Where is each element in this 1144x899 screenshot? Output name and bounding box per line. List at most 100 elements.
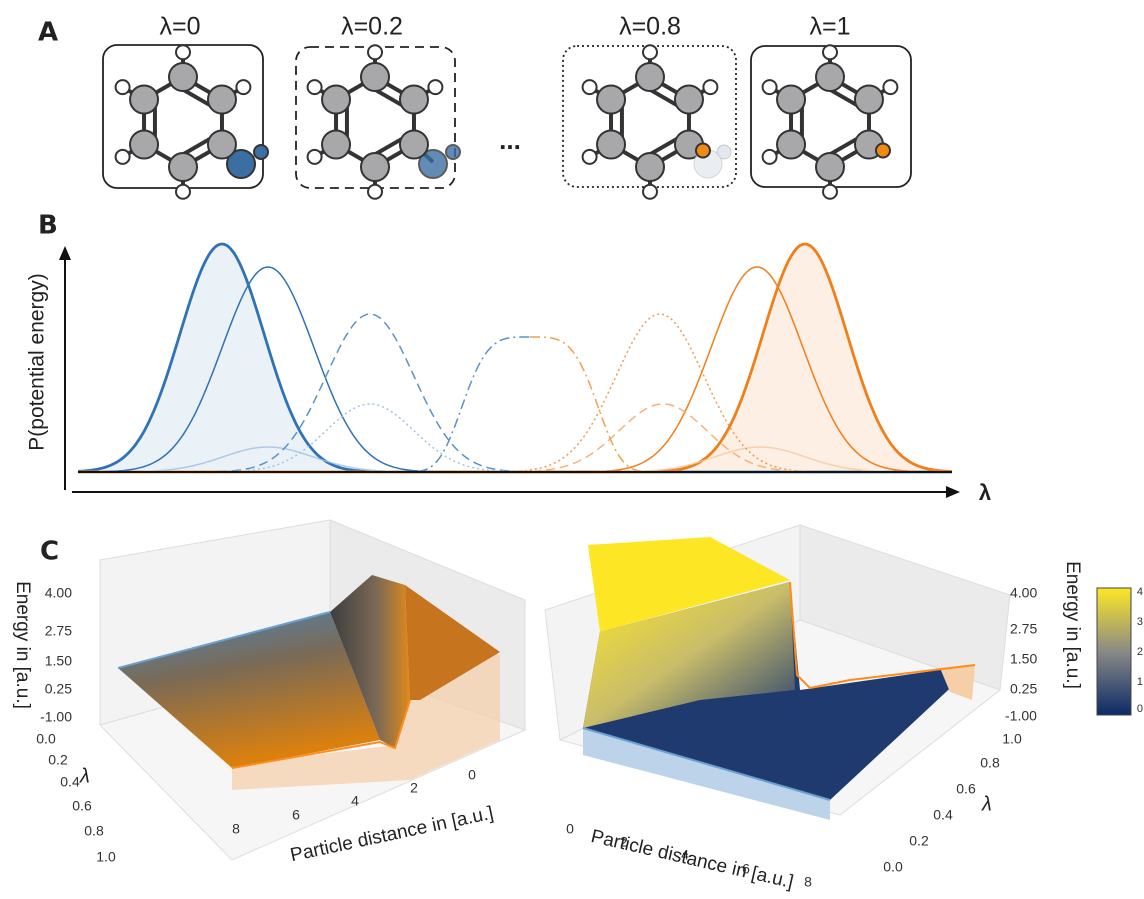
carbon xyxy=(636,63,664,91)
atom xyxy=(696,144,710,158)
carbon xyxy=(400,86,428,114)
carbon xyxy=(361,153,389,181)
arrow-head xyxy=(59,246,71,260)
right-plot xyxy=(545,525,1010,820)
x-tick-label: 8 xyxy=(232,821,240,837)
hydrogen xyxy=(116,80,130,94)
carbon xyxy=(855,86,883,114)
carbon xyxy=(130,131,158,159)
y-tick-label: 0.2 xyxy=(909,833,929,849)
y-tick-label: 0.4 xyxy=(933,807,953,823)
figure: A λ=0 λ=0.2 λ=0.8 λ=1 ... B λ P(potentia… xyxy=(0,0,1144,899)
y-axis-label: λ xyxy=(981,793,992,815)
carbon xyxy=(322,86,350,114)
y-tick-label: 0.2 xyxy=(48,752,68,768)
x-tick-label: 8 xyxy=(804,874,812,890)
z-tick-label: 0.25 xyxy=(45,681,72,697)
hydrogen xyxy=(763,80,777,94)
x-tick-label: 4 xyxy=(351,793,359,809)
hydrogen xyxy=(583,80,597,94)
carbon xyxy=(777,131,805,159)
z-tick-label: 0.25 xyxy=(1010,681,1037,697)
carbon xyxy=(400,131,428,159)
state-label: λ=0.8 xyxy=(619,13,681,41)
hydrogen xyxy=(763,150,777,164)
x-tick-label: 6 xyxy=(292,807,300,823)
y-tick-label: 0.0 xyxy=(883,859,903,875)
hydrogen xyxy=(703,80,717,94)
hydrogen xyxy=(236,80,250,94)
x-axis-label: λ xyxy=(979,480,991,505)
hydrogen xyxy=(176,185,190,199)
z-tick-label: -1.00 xyxy=(1005,708,1037,724)
x-tick-label: 2 xyxy=(410,780,418,796)
x-tick-label: 0 xyxy=(566,821,574,837)
y-tick-label: 0.4 xyxy=(60,774,80,790)
colorbar xyxy=(1097,588,1131,715)
hydrogen xyxy=(883,80,897,94)
colorbar-tick-label: 3 xyxy=(1137,616,1143,628)
atom xyxy=(254,145,268,159)
hydrogen xyxy=(823,45,837,59)
hydrogen xyxy=(643,45,657,59)
z-tick-label: 4.00 xyxy=(45,585,72,601)
hydrogen xyxy=(308,80,322,94)
hydrogen xyxy=(368,185,382,199)
carbon xyxy=(597,86,625,114)
ellipsis: ... xyxy=(499,125,521,155)
hydrogen xyxy=(308,150,322,164)
distributions xyxy=(78,244,952,472)
panel-label: A xyxy=(38,18,58,48)
carbon xyxy=(208,86,236,114)
carbon xyxy=(777,86,805,114)
x-axis-label: Particle distance in [a.u.] xyxy=(589,826,795,893)
colorbar-tick-label: 4 xyxy=(1137,586,1143,598)
carbon xyxy=(675,86,703,114)
y-tick-label: 0.8 xyxy=(84,823,104,839)
y-tick-label: 0.6 xyxy=(72,798,92,814)
carbon xyxy=(130,86,158,114)
colorbar-tick-label: 2 xyxy=(1137,646,1143,658)
hydrogen xyxy=(368,45,382,59)
carbon xyxy=(169,153,197,181)
z-tick-label: 1.50 xyxy=(45,653,72,669)
z-tick-label: 2.75 xyxy=(45,623,72,639)
panel-label: C xyxy=(40,537,59,567)
state-label: λ=0.2 xyxy=(341,13,403,41)
y-tick-label: 1.0 xyxy=(1002,731,1022,747)
carbon xyxy=(636,153,664,181)
state-label: λ=0 xyxy=(159,13,200,41)
y-axis-label: P(potential energy) xyxy=(26,273,49,450)
carbon xyxy=(322,131,350,159)
hydrogen xyxy=(823,185,837,199)
z-axis-label: Energy in [a.u.] xyxy=(1062,561,1083,689)
y-tick-label: 1.0 xyxy=(96,849,116,865)
hydrogen xyxy=(583,150,597,164)
molecule xyxy=(763,45,898,199)
panel-label: B xyxy=(38,211,58,241)
state-label: λ=1 xyxy=(809,13,850,41)
z-tick-label: -1.00 xyxy=(40,709,72,725)
y-tick-label: 0.8 xyxy=(980,755,1000,771)
hydrogen xyxy=(176,45,190,59)
molecule xyxy=(583,45,731,199)
atom xyxy=(876,144,890,158)
carbon xyxy=(816,153,844,181)
colorbar-tick-label: 1 xyxy=(1137,676,1143,688)
hydrogen xyxy=(643,185,657,199)
z-axis-label: Energy in [a.u.] xyxy=(12,581,33,709)
molecules xyxy=(116,45,898,199)
molecule xyxy=(308,45,460,199)
z-tick-label: 1.50 xyxy=(1010,651,1037,667)
arrow-head xyxy=(946,486,960,498)
molecule xyxy=(116,45,268,199)
colorbar-tick-label: 0 xyxy=(1137,703,1143,715)
hydrogen xyxy=(116,150,130,164)
hydrogen xyxy=(428,80,442,94)
z-tick-label: 2.75 xyxy=(1010,621,1037,637)
z-tick-label: 4.00 xyxy=(1010,585,1037,601)
y-axis-label: λ xyxy=(79,765,90,787)
atom xyxy=(446,145,460,159)
carbon xyxy=(597,131,625,159)
carbon xyxy=(361,63,389,91)
